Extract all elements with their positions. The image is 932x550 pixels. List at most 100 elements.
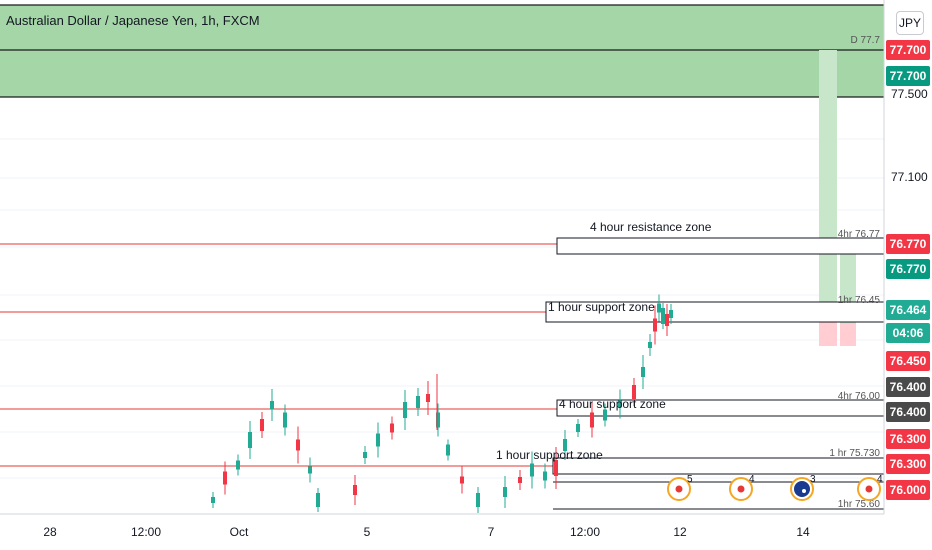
- candle: [641, 367, 645, 377]
- event-count: 3: [810, 474, 816, 485]
- event-marker[interactable]: 5: [667, 474, 693, 501]
- level-label: 1hr 75.60: [838, 499, 881, 510]
- price-badge-label: 76.770: [890, 262, 927, 276]
- candle: [554, 460, 558, 476]
- event-count: 4: [877, 474, 883, 485]
- level-label: 1 hr 75.730: [829, 448, 880, 459]
- price-badge: [886, 351, 930, 371]
- candle: [618, 400, 622, 408]
- x-tick-label: 12: [673, 525, 687, 539]
- price-badge: [886, 300, 930, 320]
- candle: [223, 471, 227, 485]
- candle: [446, 444, 450, 456]
- price-badge: [886, 323, 930, 343]
- price-badge-label: 76.400: [890, 405, 927, 419]
- y-tick-label: 77.500: [891, 87, 928, 101]
- candle: [590, 412, 594, 428]
- candle: [518, 477, 522, 483]
- candle: [436, 412, 440, 428]
- candle: [603, 409, 607, 421]
- zone-annotation: 4 hour support zone: [559, 397, 666, 411]
- price-badge: [886, 480, 930, 500]
- candle: [353, 485, 357, 495]
- zone-box: [556, 237, 885, 255]
- flag-dot: [737, 485, 745, 493]
- candle: [503, 487, 507, 497]
- candle: [376, 433, 380, 447]
- flag-dot: [675, 485, 683, 493]
- x-tick-label: 12:00: [131, 525, 161, 539]
- flag-star: [802, 489, 806, 493]
- level-label: 4hr 76.77: [838, 229, 881, 240]
- event-marker[interactable]: 3: [790, 474, 816, 501]
- price-badge-label: 76.400: [890, 380, 927, 394]
- stop-bar: [840, 324, 856, 346]
- price-badge-label: 76.770: [890, 237, 927, 251]
- candle: [576, 424, 580, 432]
- price-badge-label: 76.450: [890, 354, 927, 368]
- candle: [390, 423, 394, 433]
- price-badge: [886, 259, 930, 279]
- candle: [543, 471, 547, 481]
- candle: [669, 310, 673, 318]
- candle: [648, 342, 652, 348]
- candle: [296, 439, 300, 451]
- candle: [236, 460, 240, 470]
- chart-title: Australian Dollar / Japanese Yen, 1h, FX…: [6, 13, 260, 28]
- x-tick-label: 7: [488, 525, 495, 539]
- candle: [661, 308, 665, 324]
- candle: [260, 419, 264, 431]
- level-label: 4hr 76.00: [838, 391, 881, 402]
- event-count: 5: [687, 474, 693, 485]
- price-badge-label: 76.300: [890, 457, 927, 471]
- x-tick-label: 28: [43, 525, 57, 539]
- projection-bar: [819, 50, 837, 346]
- price-badge-label: 76.300: [890, 432, 927, 446]
- x-tick-label: Oct: [230, 525, 249, 539]
- price-badge-label: 76.000: [890, 483, 927, 497]
- price-badge-label: 76.464: [890, 303, 927, 317]
- candle: [308, 466, 312, 474]
- candle: [653, 318, 657, 332]
- price-badge: [886, 40, 930, 60]
- zone-annotation: 4 hour resistance zone: [590, 220, 712, 234]
- candle: [248, 432, 252, 448]
- flag-dot: [865, 485, 873, 493]
- candle: [460, 476, 464, 484]
- price-badge-label: 77.700: [890, 43, 927, 57]
- event-marker[interactable]: 4: [729, 474, 755, 501]
- x-tick-label: 5: [364, 525, 371, 539]
- event-marker[interactable]: 4: [857, 474, 883, 501]
- au-flag-icon: [794, 481, 810, 497]
- stop-bar: [819, 322, 837, 346]
- candle: [426, 394, 430, 402]
- candle: [403, 402, 407, 418]
- currency-button[interactable]: JPY: [896, 11, 924, 35]
- candle: [632, 385, 636, 399]
- zone-annotation: 1 hour support zone: [548, 300, 655, 314]
- price-badge: [886, 234, 930, 254]
- candle: [270, 401, 274, 409]
- x-tick-label: 14: [796, 525, 810, 539]
- price-badge-label: 04:06: [893, 326, 924, 340]
- candle: [530, 463, 534, 477]
- price-badge: [886, 454, 930, 474]
- level-label: D 77.7: [851, 35, 881, 46]
- candle: [283, 412, 287, 428]
- price-badge: [886, 66, 930, 86]
- x-tick-label: 12:00: [570, 525, 600, 539]
- level-label: 1hr 76.45: [838, 295, 881, 306]
- price-badge: [886, 377, 930, 397]
- y-tick-label: 77.100: [891, 170, 928, 184]
- candle: [563, 439, 567, 451]
- price-badge: [886, 429, 930, 449]
- candle: [416, 396, 420, 408]
- event-count: 4: [749, 474, 755, 485]
- candle: [363, 452, 367, 458]
- price-badge-label: 77.700: [890, 69, 927, 83]
- daily-resistance-zone: [0, 5, 884, 97]
- candle: [211, 497, 215, 503]
- candle: [657, 303, 661, 313]
- candles-layer: [211, 294, 673, 513]
